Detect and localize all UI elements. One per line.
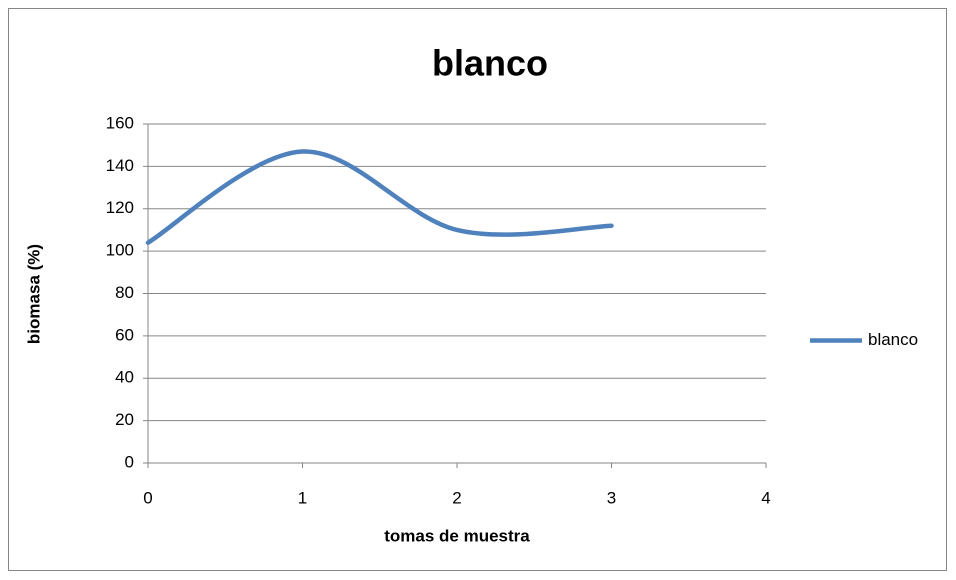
x-tick-label: 1 [298, 488, 307, 507]
y-tick-label: 80 [115, 283, 134, 302]
chart-frame [8, 8, 947, 571]
x-tick-label: 2 [452, 488, 461, 507]
y-tick-label: 100 [106, 241, 134, 260]
y-tick-label: 20 [115, 410, 134, 429]
y-tick-label: 120 [106, 198, 134, 217]
chart-title: blanco [432, 43, 548, 84]
x-tick-label: 3 [607, 488, 616, 507]
x-tick-label: 4 [761, 488, 770, 507]
y-tick-label: 160 [106, 113, 134, 132]
y-axis-label: biomasa (%) [24, 244, 43, 344]
y-tick-label: 0 [125, 452, 134, 471]
data-line [145, 149, 614, 245]
x-axis-label: tomas de muestra [384, 526, 530, 545]
y-tick-label: 60 [115, 325, 134, 344]
y-tick-label: 140 [106, 156, 134, 175]
y-tick-label: 40 [115, 368, 134, 387]
x-tick-label: 0 [143, 488, 152, 507]
legend-label: blanco [868, 330, 918, 349]
